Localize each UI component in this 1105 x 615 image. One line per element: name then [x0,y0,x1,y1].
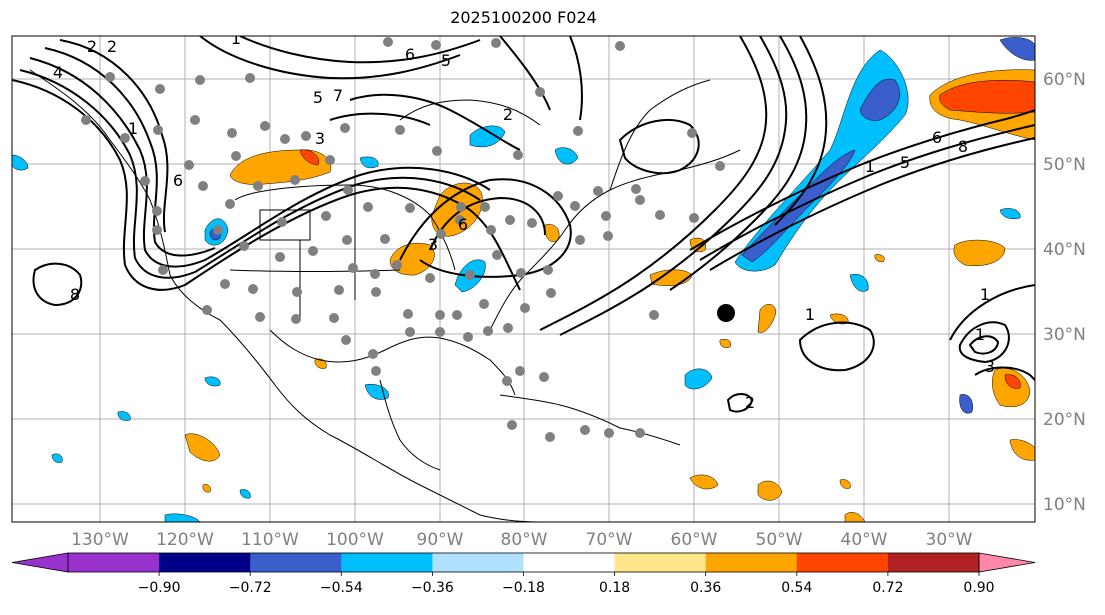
lat-label: 50°N [1043,155,1086,175]
contour-label: 8 [70,285,80,304]
contours [12,36,1035,413]
contour-label: 1 [805,305,815,324]
contour-label: 1 [128,119,138,138]
contour-label: 5 [313,88,323,107]
colorbar-segment [887,553,980,572]
colorbar-segment [614,553,707,572]
contour-label: 5 [441,51,451,70]
colorbar-segment [705,553,798,572]
contour-label: 6 [173,171,183,190]
colorbar-tick-label: −0.72 [229,580,272,596]
lat-label: 10°N [1043,495,1086,515]
lon-label: 130°W [71,530,129,550]
contour-label: 2 [87,37,97,56]
lon-label: 30°W [926,530,973,550]
station-markers [81,37,725,442]
colorbar-tick-label: 0.54 [781,580,812,596]
lon-label: 40°W [841,530,888,550]
colorbar-segment [68,553,160,572]
colorbar-tick-label: 0.72 [872,580,903,596]
contour-label: 1 [231,29,241,48]
contour-label: 1 [975,325,985,344]
colorbar-segment [523,553,616,572]
colorbar-tick-label: −0.36 [411,580,454,596]
colorbar-under-triangle [11,552,69,573]
colorbar-tick-label: −0.18 [502,580,545,596]
colorbar: −0.90 −0.72 −0.54 −0.36 −0.18 0.18 0.36 0.54 0.7… [11,552,1036,596]
contour-label: 3 [985,357,995,376]
lon-label: 60°W [671,530,718,550]
contour-label: 3 [428,235,438,254]
colorbar-tick-label: −0.54 [320,580,363,596]
map-title: 2025100200 F024 [450,8,597,27]
contour-label: 2 [107,37,117,56]
colorbar-segment [796,553,889,572]
colorbar-over-triangle [978,552,1036,573]
lat-label: 60°N [1043,70,1086,90]
lon-label: 70°W [586,530,633,550]
colorbar-tick-label: −0.90 [138,580,181,596]
contour-label: 6 [458,215,468,234]
contour-label: 1 [980,285,990,304]
contour-label: 7 [333,86,343,105]
latitude-labels: 60°N 50°N 40°N 30°N 20°N 10°N [1043,70,1086,515]
colorbar-segment [432,553,524,572]
colorbar-tick-label: 0.90 [963,580,994,596]
lon-label: 80°W [501,530,548,550]
lat-label: 20°N [1043,410,1086,430]
colorbar-segment [341,553,433,572]
contour-label: 6 [932,128,942,147]
colorbar-segment [250,553,342,572]
lat-label: 40°N [1043,240,1086,260]
colorbar-tick-label: 0.36 [690,580,721,596]
lon-label: 90°W [417,530,464,550]
center-marker [717,304,735,322]
contour-label: 6 [405,45,415,64]
contour-label: 2 [503,105,513,124]
lon-label: 110°W [241,530,299,550]
contour-label: 5 [900,153,910,172]
longitude-labels: 130°W 120°W 110°W 100°W 90°W 80°W 70°W 6… [71,530,973,550]
colorbar-segment [159,553,251,572]
contour-label: 2 [745,393,755,412]
colorbar-tick-label: 0.18 [599,580,630,596]
lat-label: 30°N [1043,325,1086,345]
contour-label: 1 [865,157,875,176]
lon-label: 50°W [756,530,803,550]
contour-label: 4 [53,63,63,82]
coastlines [29,69,741,522]
lon-label: 120°W [156,530,214,550]
contour-label: 8 [958,137,968,156]
lon-label: 100°W [326,530,384,550]
contour-label: 3 [315,129,325,148]
